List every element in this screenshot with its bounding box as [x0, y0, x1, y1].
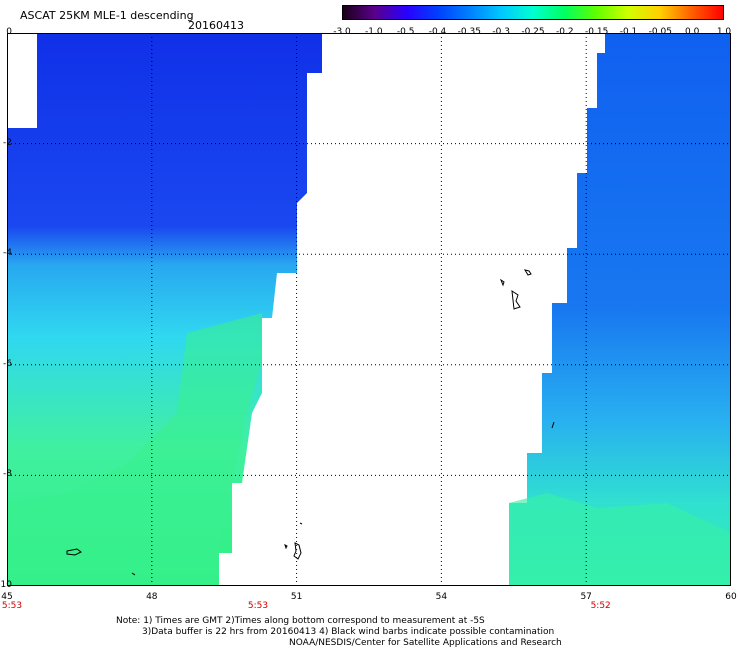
- plot-frame: [7, 33, 731, 586]
- y-tick-label: 0: [6, 27, 12, 37]
- left-swath-green: [7, 313, 262, 586]
- map-plot: [7, 33, 731, 586]
- map-svg: [7, 33, 731, 586]
- x-tick-label: 48: [146, 592, 158, 602]
- colorbar-tick-label: -0.4: [428, 27, 447, 37]
- map-date: 20160413: [188, 19, 244, 32]
- note-line-3: NOAA/NESDIS/Center for Satellite Applica…: [289, 638, 562, 648]
- colorbar-tick-label: -0.3: [492, 27, 510, 37]
- colorbar-tick-label: -0.25: [521, 27, 545, 37]
- y-tick-label: -8: [3, 469, 12, 480]
- y-tick-label: -6: [3, 358, 12, 369]
- pass-time-label: 5:52: [590, 601, 611, 611]
- island-outlines: [66, 269, 555, 576]
- y-tick-label: -2: [3, 137, 12, 148]
- note-line-1: Note: 1) Times are GMT 2)Times along bot…: [116, 616, 485, 626]
- left-swath: [7, 33, 322, 586]
- colorbar-tick-label: -0.05: [648, 27, 672, 37]
- colorbar: [342, 5, 724, 20]
- note-line-2: 3)Data buffer is 22 hrs from 20160413 4)…: [142, 627, 555, 637]
- x-tick-label: 45: [1, 592, 13, 602]
- colorbar-tick-label: -0.15: [585, 27, 609, 37]
- y-tick-label: -10: [0, 580, 12, 590]
- map-title: ASCAT 25KM MLE-1 descending: [20, 9, 194, 22]
- colorbar-tick-label: 0.0: [684, 27, 700, 37]
- right-swath-green: [509, 493, 731, 586]
- pass-time-label: 5:53: [247, 601, 269, 611]
- colorbar-gradient: [342, 5, 724, 20]
- x-tick-label: 51: [290, 592, 303, 602]
- colorbar-tick-label: -0.2: [556, 27, 574, 37]
- right-swath: [509, 33, 731, 586]
- grid: [7, 33, 731, 586]
- y-tick-label: -4: [3, 248, 12, 259]
- colorbar-tick-label: -1.0: [365, 27, 383, 37]
- pass-time-label: 5:53: [1, 601, 23, 611]
- x-tick-label: 57: [580, 592, 592, 602]
- colorbar-tick-label: -0.5: [396, 27, 415, 37]
- x-tick-label: 60: [725, 592, 737, 602]
- x-tick-label: 54: [435, 592, 448, 602]
- colorbar-tick-label: -0.1: [619, 27, 638, 37]
- colorbar-tick-label: -3.0: [333, 27, 351, 37]
- colorbar-tick-label: -0.35: [457, 27, 481, 37]
- colorbar-tick-label: 1.0: [716, 27, 732, 37]
